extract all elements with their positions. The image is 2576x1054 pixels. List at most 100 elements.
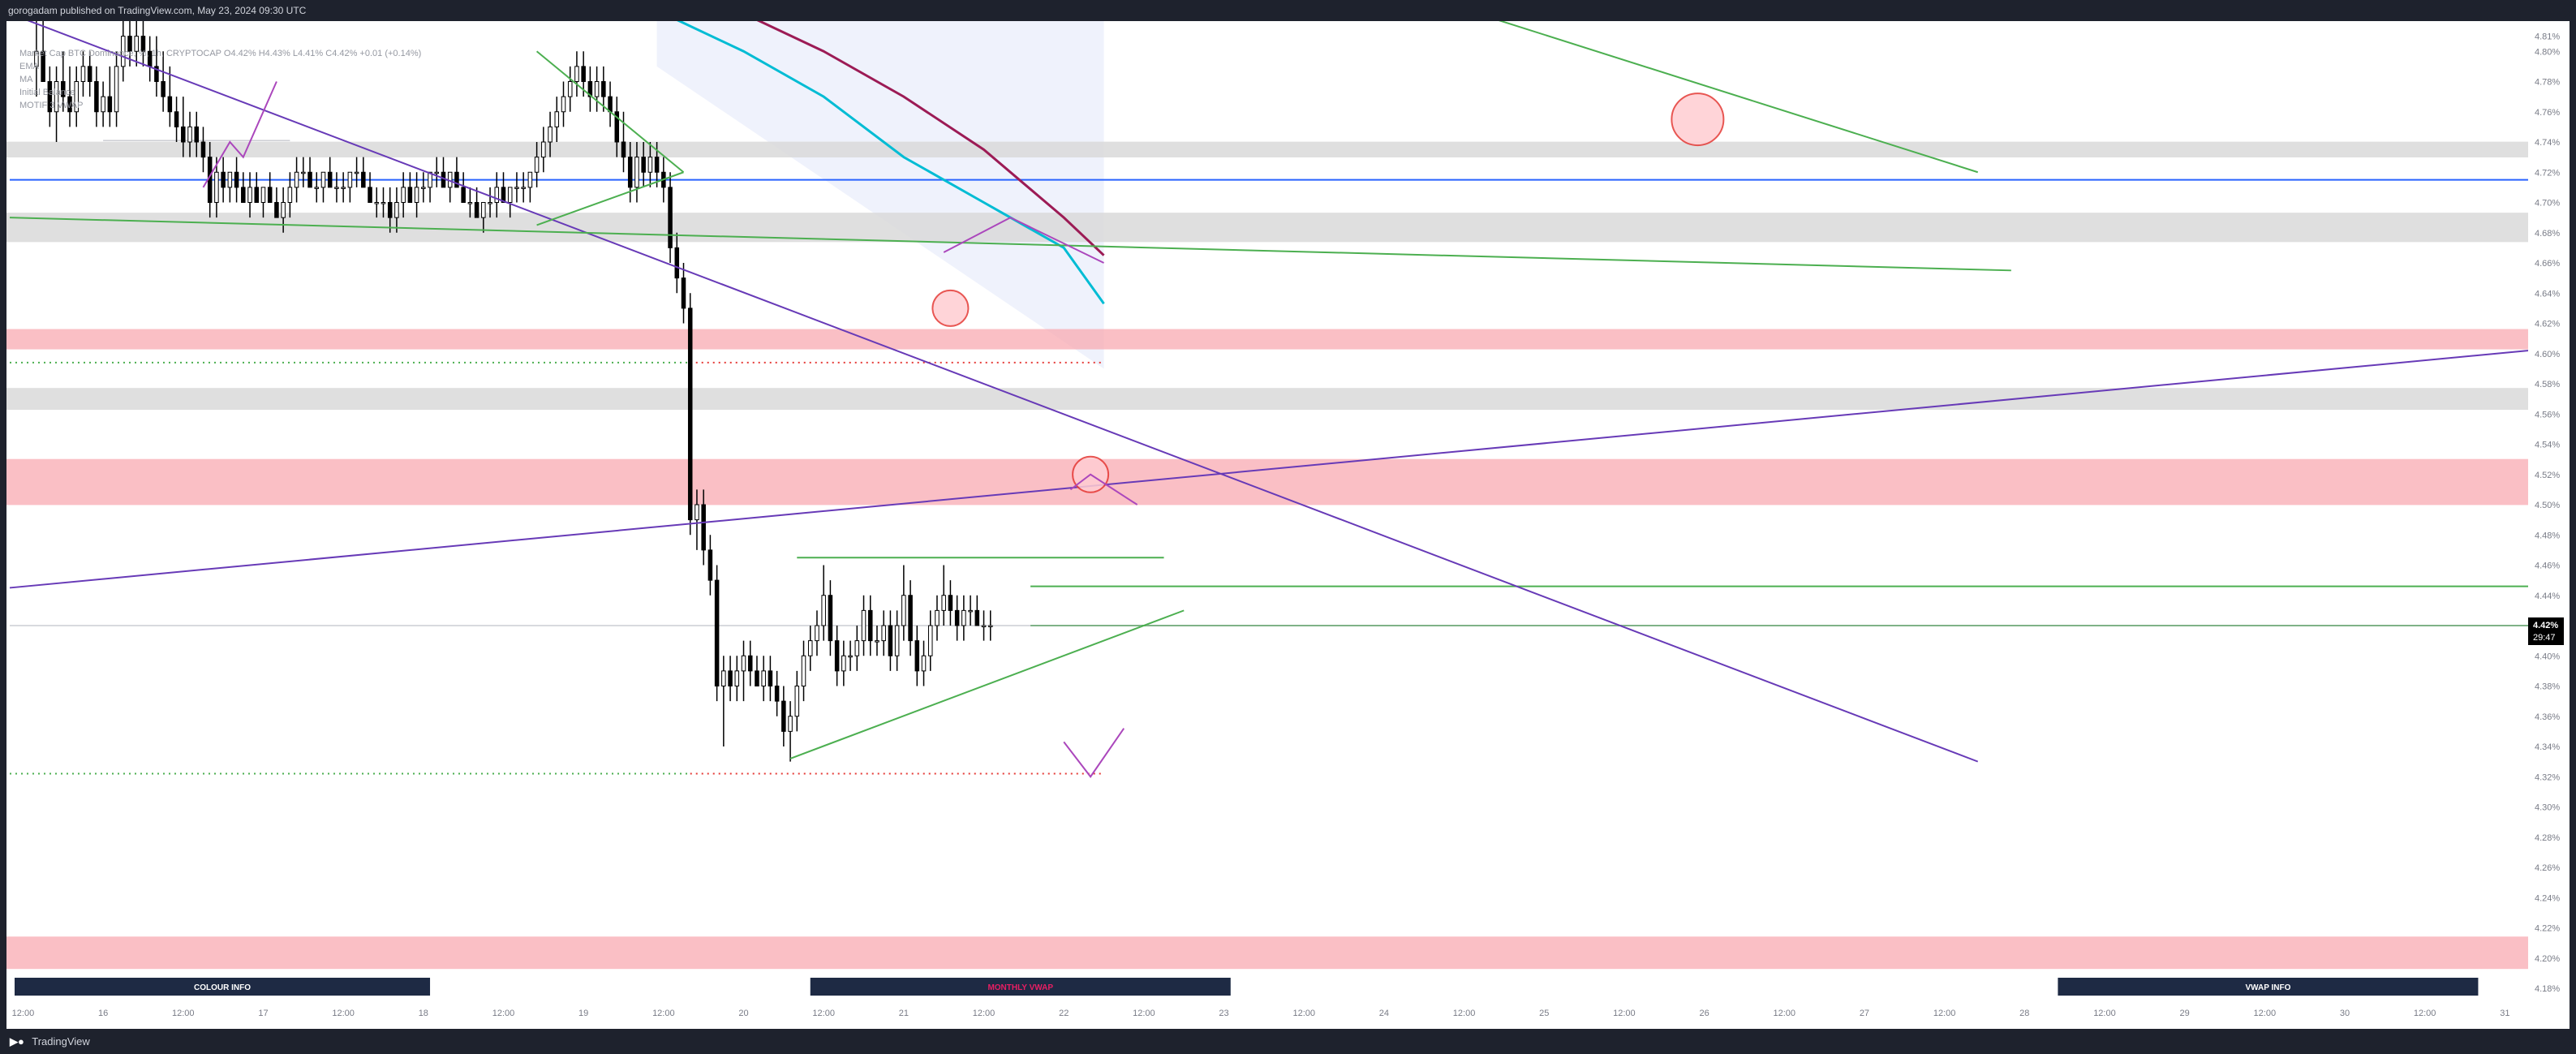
candle-body xyxy=(434,171,440,174)
candle-body xyxy=(74,81,79,113)
time-axis-tick: 12:00 xyxy=(1292,1009,1315,1018)
candle-body xyxy=(114,66,119,113)
time-axis-tick: 24 xyxy=(1379,1009,1389,1018)
candle-body xyxy=(621,141,626,158)
time-axis-tick: 12:00 xyxy=(812,1009,835,1018)
legend-ohlc: O4.42% H4.43% L4.41% C4.42% +0.01 (+0.14… xyxy=(223,49,422,58)
candle-body xyxy=(234,171,239,188)
time-axis-tick: 23 xyxy=(1219,1009,1228,1018)
candle-body xyxy=(681,277,686,309)
time-axis-tick: 12:00 xyxy=(12,1009,35,1018)
vwap-info-label-bar xyxy=(2058,978,2479,996)
time-axis-tick: 12:00 xyxy=(2093,1009,2116,1018)
candle-body xyxy=(875,640,879,643)
price-axis-tick: 4.38% xyxy=(2535,682,2560,692)
price-axis-tick: 4.56% xyxy=(2535,410,2560,419)
candle-body xyxy=(854,640,860,656)
vwap-band xyxy=(656,21,1104,369)
time-axis-tick: 12:00 xyxy=(1453,1009,1476,1018)
candle-body xyxy=(281,202,286,218)
countdown-timer: 29:47 xyxy=(2533,633,2556,643)
trendline-green-5 xyxy=(535,50,685,174)
price-axis-tick: 4.32% xyxy=(2535,772,2560,782)
candle-body xyxy=(214,171,219,203)
legend-ma[interactable]: MA xyxy=(19,75,33,84)
chart-pane[interactable]: 4.81% 4.80% 4.78% 4.76% 4.74% 4.72% 4.70% 4.68%… xyxy=(6,21,2570,1029)
candle-body xyxy=(807,640,813,656)
candle-body xyxy=(247,187,252,203)
candle-body xyxy=(221,171,226,188)
price-axis-tick: 4.72% xyxy=(2535,168,2560,178)
candle-body xyxy=(294,171,299,188)
candle-body xyxy=(794,686,800,717)
candle-body xyxy=(821,595,826,626)
candle-body xyxy=(467,202,473,204)
candle-body xyxy=(721,670,726,686)
candle-body xyxy=(161,81,166,97)
legend-ema[interactable]: EMA xyxy=(19,62,39,71)
legend-initial-balance[interactable]: Initial Balance xyxy=(19,88,75,97)
candle-body xyxy=(488,202,492,204)
price-axis-tick: 4.60% xyxy=(2535,350,2560,359)
candle-body xyxy=(781,700,786,732)
candle-body xyxy=(287,187,293,203)
candle-body xyxy=(94,81,99,113)
candle-body xyxy=(841,655,846,672)
last-price-tag xyxy=(2528,617,2564,645)
trendline-purple-1 xyxy=(9,348,2545,589)
candle-body xyxy=(707,549,713,581)
last-price-value: 4.42% xyxy=(2533,621,2558,630)
candle-body xyxy=(101,96,105,113)
candle-body xyxy=(935,609,940,626)
candle-body xyxy=(401,187,406,203)
price-axis-tick: 4.74% xyxy=(2535,138,2560,148)
ma-line xyxy=(756,21,1105,256)
time-axis-tick: 25 xyxy=(1539,1009,1549,1018)
candle-body xyxy=(461,187,466,203)
candle-body xyxy=(494,187,500,203)
candle-body xyxy=(914,640,920,672)
candle-body xyxy=(668,187,673,248)
price-chart[interactable]: 4.81% 4.80% 4.78% 4.76% 4.74% 4.72% 4.70% 4.68%… xyxy=(6,21,2570,1029)
candle-body xyxy=(734,670,740,686)
price-axis-tick: 4.48% xyxy=(2535,531,2560,540)
candle-body xyxy=(961,609,966,626)
candle-body xyxy=(561,96,566,113)
candle-body xyxy=(154,66,159,82)
candle-body xyxy=(908,595,913,642)
time-axis-tick: 26 xyxy=(1699,1009,1709,1018)
candle-body xyxy=(614,111,620,143)
candle-body xyxy=(714,579,720,686)
candle-body xyxy=(368,187,372,203)
price-axis-tick: 4.36% xyxy=(2535,712,2560,722)
candle-body xyxy=(741,655,746,672)
candle-body xyxy=(327,171,333,188)
chart-background xyxy=(6,21,2570,1029)
time-axis-tick: 12:00 xyxy=(2414,1009,2436,1018)
trendline-green-4 xyxy=(789,609,1185,759)
candle-body xyxy=(801,655,806,686)
candle-body xyxy=(867,609,873,642)
price-axis-tick: 4.58% xyxy=(2535,380,2560,389)
candle-body xyxy=(834,640,840,672)
price-axis-tick: 4.80% xyxy=(2535,47,2560,57)
candle-body xyxy=(307,171,312,188)
footer-brand: TradingView xyxy=(32,1035,90,1048)
candle-body xyxy=(941,595,946,611)
time-axis-tick: 29 xyxy=(2180,1009,2190,1018)
ema-line xyxy=(677,21,1105,305)
candle-body xyxy=(181,126,186,143)
candle-body xyxy=(828,595,833,642)
candle-body xyxy=(594,81,600,97)
candle-body xyxy=(927,625,933,656)
candle-body xyxy=(567,81,573,97)
candle-body xyxy=(167,96,173,113)
legend-vwap[interactable]: MOTIF 3 VWAP xyxy=(19,101,84,110)
legend-symbol: Market Cap BTC Dominance, %, 1h, CRYPTOC… xyxy=(19,49,221,58)
candle-body xyxy=(981,625,987,627)
price-axis xyxy=(2528,21,2570,1029)
time-axis-tick: 28 xyxy=(2019,1009,2029,1018)
candle-body xyxy=(481,202,486,218)
monthly-vwap-label: MONTHLY VWAP xyxy=(987,983,1053,992)
price-axis-tick: 4.64% xyxy=(2535,289,2560,299)
